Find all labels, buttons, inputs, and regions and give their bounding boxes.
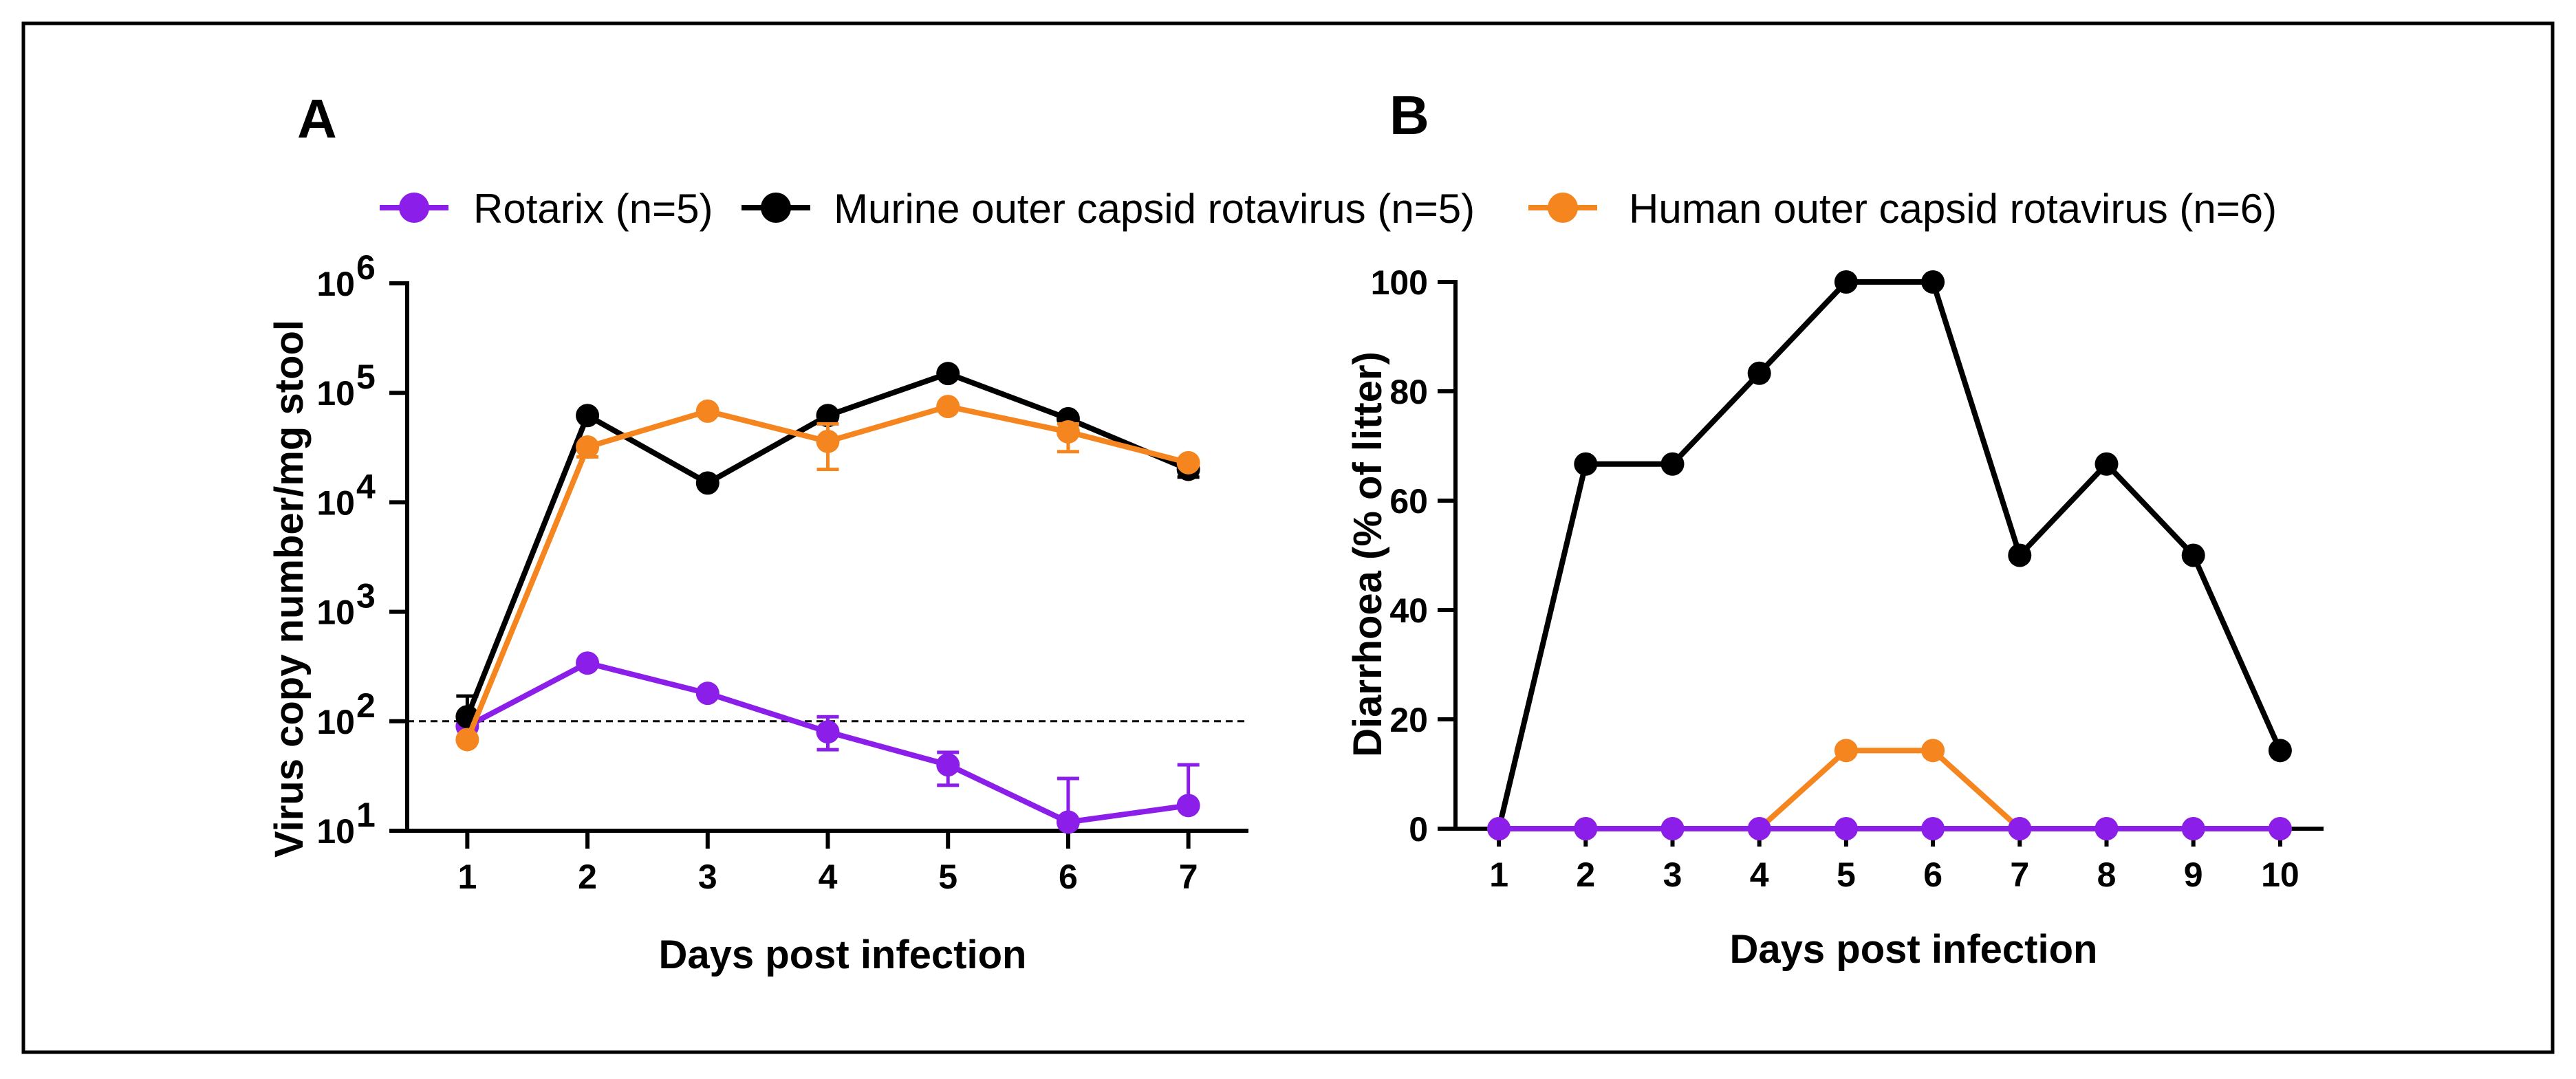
chart-b-x-tick-label: 1 [1489,855,1508,894]
legend-item-rotarix: Rotarix (n=5) [380,186,713,232]
chart-b-data-point [1747,361,1771,385]
chart-b-series-line [1496,279,2283,829]
chart-a-data-point [1176,450,1200,475]
chart-a-data-point [1056,419,1080,444]
chart-b-data-point [2181,817,2205,840]
chart-a-x-tick-label: 4 [819,858,838,896]
chart-b-data-point [1574,452,1598,476]
chart-b-data-point [2268,739,2292,763]
chart-b-data-point [1660,452,1685,476]
chart-b-x-tick-label: 6 [1923,855,1942,894]
chart-b-x-tick-label: 9 [2184,855,2203,894]
chart-b-data-point [2268,817,2292,840]
legend-label-murine: Murine outer capsid rotavirus (n=5) [834,186,1475,232]
chart-a-data-point [936,362,960,386]
chart-a-y-tick-exponent: 6 [356,248,376,287]
chart-b-data-point [1747,817,1771,840]
chart-a: 10 110 210 310 410 510 61 2 3 4 5 6 7 [316,248,1248,896]
chart-b-data-point [1660,817,1685,840]
chart-a-data-point [695,682,719,706]
chart-b-data-point [1921,270,1945,294]
legend-swatch-marker [399,193,429,223]
chart-a-data-point [936,753,960,777]
chart-b-data-point [2095,452,2119,476]
chart-b-x-tick-label: 2 [1576,855,1595,894]
chart-b-data-point [2181,543,2205,567]
chart-b-data-point [1834,270,1858,294]
figure-border [21,21,2555,1054]
legend: Rotarix (n=5) Murine outer capsid rotavi… [380,186,2277,232]
chart-a-x-tick-label: 1 [457,858,477,896]
chart-b: 0 20 40 60 80 100 1 2 3 4 5 6 7 8 9 10 [1371,263,2324,894]
chart-b-x-tick-label: 4 [1750,855,1769,894]
chart-b-data-point [1574,817,1598,840]
chart-a-y-tick-label: 10 [316,265,355,303]
chart-a-data-point [695,471,719,495]
chart-b-data-point [1834,817,1858,840]
chart-a-data-point [1056,810,1080,834]
legend-label-human: Human outer capsid rotavirus (n=6) [1629,186,2277,232]
chart-b-data-point [2008,543,2032,567]
panel-label-b: B [1389,85,1429,146]
chart-a-data-point [576,651,600,675]
chart-b-y-tick-label: 20 [1389,701,1428,739]
chart-a-y-tick-exponent: 2 [356,686,376,725]
chart-b-data-point [2095,817,2119,840]
chart-a-data-point [1176,794,1200,818]
chart-a-x-tick-label: 6 [1059,858,1078,896]
chart-a-data-point [576,404,600,428]
chart-b-data-point [1487,817,1511,840]
panel-label-a: A [297,88,337,149]
chart-b-y-tick-label: 0 [1409,810,1428,849]
chart-a-data-point [455,728,479,752]
chart-a-y-tick-exponent: 1 [356,796,376,834]
chart-a-y-tick-label: 10 [316,593,355,632]
chart-b-x-tick-label: 10 [2261,855,2299,894]
chart-a-data-point [816,429,840,453]
chart-a-x-tick-label: 2 [578,858,597,896]
legend-label-rotarix: Rotarix (n=5) [473,186,713,232]
chart-b-x-tick-label: 5 [1837,855,1856,894]
legend-swatch-marker [1548,193,1578,223]
chart-b-x-axis-title: Days post infection [1730,927,2098,972]
legend-swatch-marker [761,193,791,223]
chart-b-y-tick-label: 80 [1389,373,1428,411]
chart-b-y-tick-label: 100 [1371,263,1428,302]
chart-a-data-point [816,404,840,428]
chart-a-y-tick-exponent: 5 [356,358,376,396]
chart-b-y-tick-label: 40 [1389,591,1428,630]
chart-b-data-point [1921,739,1945,763]
chart-a-y-tick-exponent: 3 [356,577,376,615]
chart-a-x-tick-label: 3 [698,858,717,896]
chart-b-x-tick-label: 7 [2010,855,2029,894]
chart-a-y-tick-label: 10 [316,483,355,522]
legend-item-human: Human outer capsid rotavirus (n=6) [1528,186,2277,232]
legend-item-murine: Murine outer capsid rotavirus (n=5) [742,186,1475,232]
chart-a-data-point [695,399,719,423]
chart-b-x-tick-label: 3 [1663,855,1682,894]
chart-a-y-tick-label: 10 [316,812,355,851]
chart-b-data-point [1834,739,1858,763]
chart-b-x-tick-label: 8 [2097,855,2117,894]
chart-a-data-point [936,395,960,419]
chart-a-x-tick-label: 5 [938,858,957,896]
chart-a-x-axis-title: Days post infection [659,933,1027,977]
chart-b-y-tick-label: 60 [1389,482,1428,521]
chart-a-data-point [816,720,840,744]
chart-a-y-tick-label: 10 [316,374,355,413]
chart-a-y-tick-label: 10 [316,703,355,741]
chart-a-data-point [576,435,600,459]
chart-a-y-axis-title: Virus copy number/mg stool [267,320,312,858]
chart-b-data-point [1921,817,1945,840]
chart-a-y-tick-exponent: 4 [356,467,376,505]
chart-a-x-tick-label: 7 [1179,858,1198,896]
chart-b-y-axis-title: Diarrhoea (% of litter) [1345,351,1390,757]
chart-b-data-point [2008,817,2032,840]
